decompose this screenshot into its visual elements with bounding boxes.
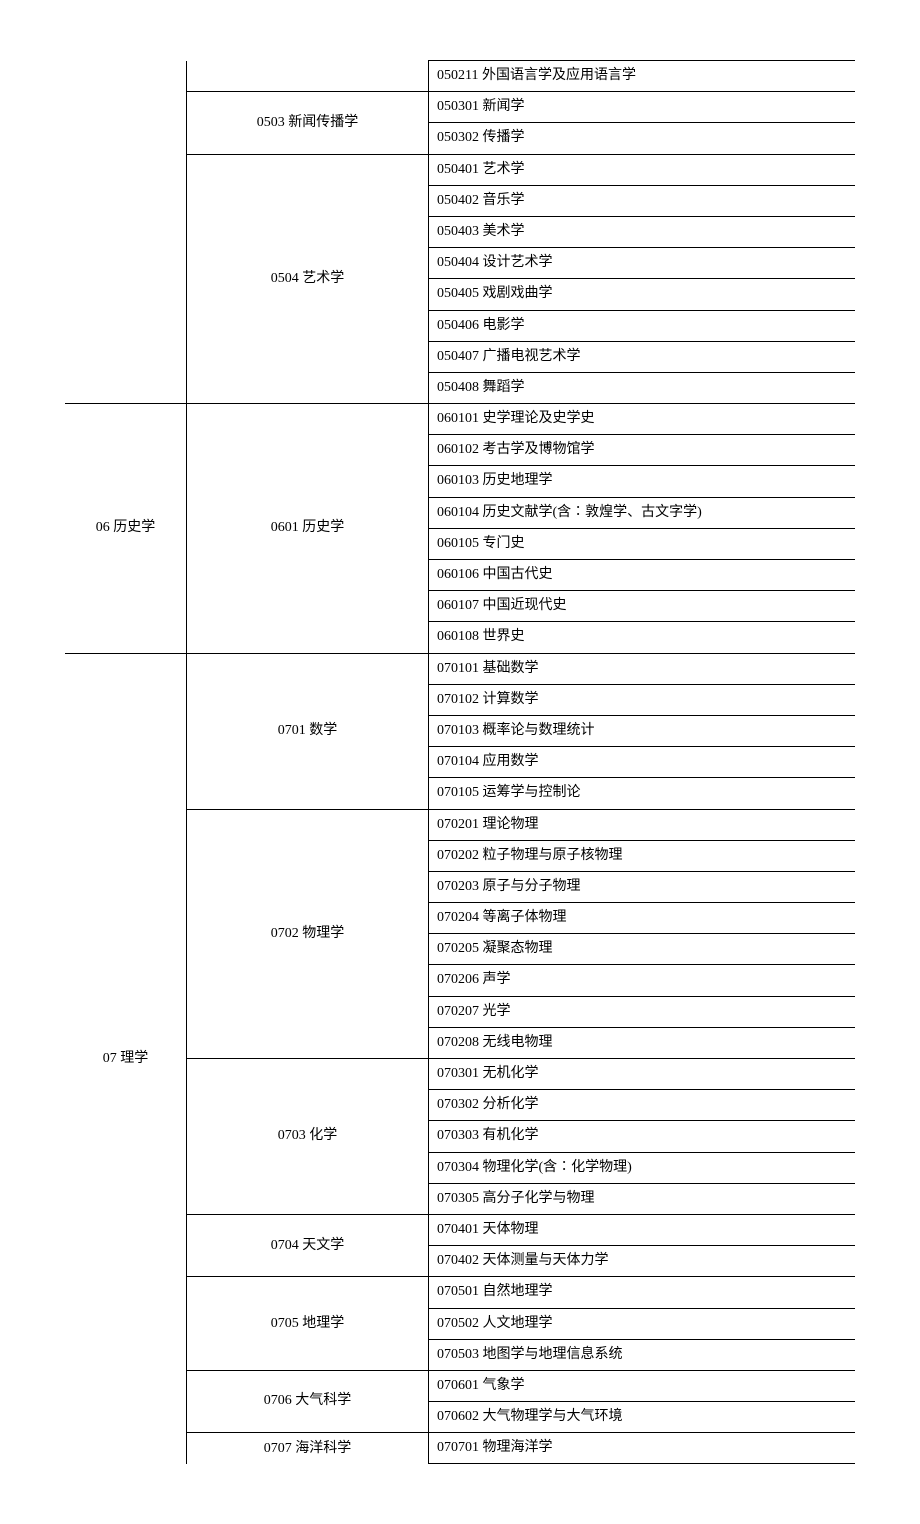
subject-cell: 070208 无线电物理 — [429, 1027, 856, 1058]
subject-cell: 070304 物理化学(含∶化学物理) — [429, 1152, 856, 1183]
subject-cell: 070302 分析化学 — [429, 1090, 856, 1121]
subject-cell: 060105 专门史 — [429, 528, 856, 559]
discipline-cell: 0504 艺术学 — [187, 154, 429, 404]
subject-cell: 070102 计算数学 — [429, 684, 856, 715]
subject-cell: 050402 音乐学 — [429, 185, 856, 216]
subject-cell: 070203 原子与分子物理 — [429, 871, 856, 902]
subject-cell: 050211 外国语言学及应用语言学 — [429, 61, 856, 92]
subject-cell: 050406 电影学 — [429, 310, 856, 341]
subject-cell: 050404 设计艺术学 — [429, 248, 856, 279]
subject-cell: 060107 中国近现代史 — [429, 591, 856, 622]
subject-cell: 060101 史学理论及史学史 — [429, 404, 856, 435]
subject-cell: 070202 粒子物理与原子核物理 — [429, 840, 856, 871]
table-row: 050211 外国语言学及应用语言学 — [65, 61, 855, 92]
subject-cell: 070502 人文地理学 — [429, 1308, 856, 1339]
category-cell: 07 理学 — [65, 653, 187, 1464]
subject-cell: 070601 气象学 — [429, 1370, 856, 1401]
discipline-cell: 0601 历史学 — [187, 404, 429, 654]
discipline-cell: 0706 大气科学 — [187, 1370, 429, 1432]
subject-cell: 050405 戏剧戏曲学 — [429, 279, 856, 310]
subject-cell: 050401 艺术学 — [429, 154, 856, 185]
subject-cell: 060103 历史地理学 — [429, 466, 856, 497]
subject-cell: 070701 物理海洋学 — [429, 1433, 856, 1464]
subject-cell: 070303 有机化学 — [429, 1121, 856, 1152]
subject-cell: 070501 自然地理学 — [429, 1277, 856, 1308]
discipline-cell: 0705 地理学 — [187, 1277, 429, 1371]
subject-cell: 060106 中国古代史 — [429, 560, 856, 591]
subject-cell: 070105 运筹学与控制论 — [429, 778, 856, 809]
discipline-cell — [187, 61, 429, 92]
subject-cell: 070305 高分子化学与物理 — [429, 1183, 856, 1214]
subject-cell: 050302 传播学 — [429, 123, 856, 154]
discipline-cell: 0503 新闻传播学 — [187, 92, 429, 154]
subject-cell: 060104 历史文献学(含∶敦煌学、古文字学) — [429, 497, 856, 528]
subject-cell: 070103 概率论与数理统计 — [429, 715, 856, 746]
discipline-cell: 0701 数学 — [187, 653, 429, 809]
subject-cell: 050301 新闻学 — [429, 92, 856, 123]
subject-cell: 070402 天体测量与天体力学 — [429, 1246, 856, 1277]
subject-cell: 070602 大气物理学与大气环境 — [429, 1402, 856, 1433]
subject-cell: 070206 声学 — [429, 965, 856, 996]
subject-cell: 060108 世界史 — [429, 622, 856, 653]
discipline-cell: 0703 化学 — [187, 1059, 429, 1215]
subject-cell: 070301 无机化学 — [429, 1059, 856, 1090]
subject-cell: 060102 考古学及博物馆学 — [429, 435, 856, 466]
discipline-table: 050211 外国语言学及应用语言学0503 新闻传播学050301 新闻学05… — [65, 60, 855, 1464]
category-cell — [65, 61, 187, 404]
subject-cell: 070207 光学 — [429, 996, 856, 1027]
discipline-cell: 0707 海洋科学 — [187, 1433, 429, 1464]
category-cell: 06 历史学 — [65, 404, 187, 654]
subject-cell: 070503 地图学与地理信息系统 — [429, 1339, 856, 1370]
subject-cell: 050403 美术学 — [429, 216, 856, 247]
subject-cell: 070104 应用数学 — [429, 747, 856, 778]
subject-cell: 070401 天体物理 — [429, 1214, 856, 1245]
page-container: 050211 外国语言学及应用语言学0503 新闻传播学050301 新闻学05… — [0, 0, 920, 1524]
subject-cell: 050408 舞蹈学 — [429, 372, 856, 403]
subject-cell: 050407 广播电视艺术学 — [429, 341, 856, 372]
discipline-cell: 0704 天文学 — [187, 1214, 429, 1276]
subject-cell: 070201 理论物理 — [429, 809, 856, 840]
discipline-cell: 0702 物理学 — [187, 809, 429, 1059]
subject-cell: 070101 基础数学 — [429, 653, 856, 684]
subject-cell: 070204 等离子体物理 — [429, 903, 856, 934]
table-row: 07 理学0701 数学070101 基础数学 — [65, 653, 855, 684]
subject-cell: 070205 凝聚态物理 — [429, 934, 856, 965]
table-row: 06 历史学0601 历史学060101 史学理论及史学史 — [65, 404, 855, 435]
